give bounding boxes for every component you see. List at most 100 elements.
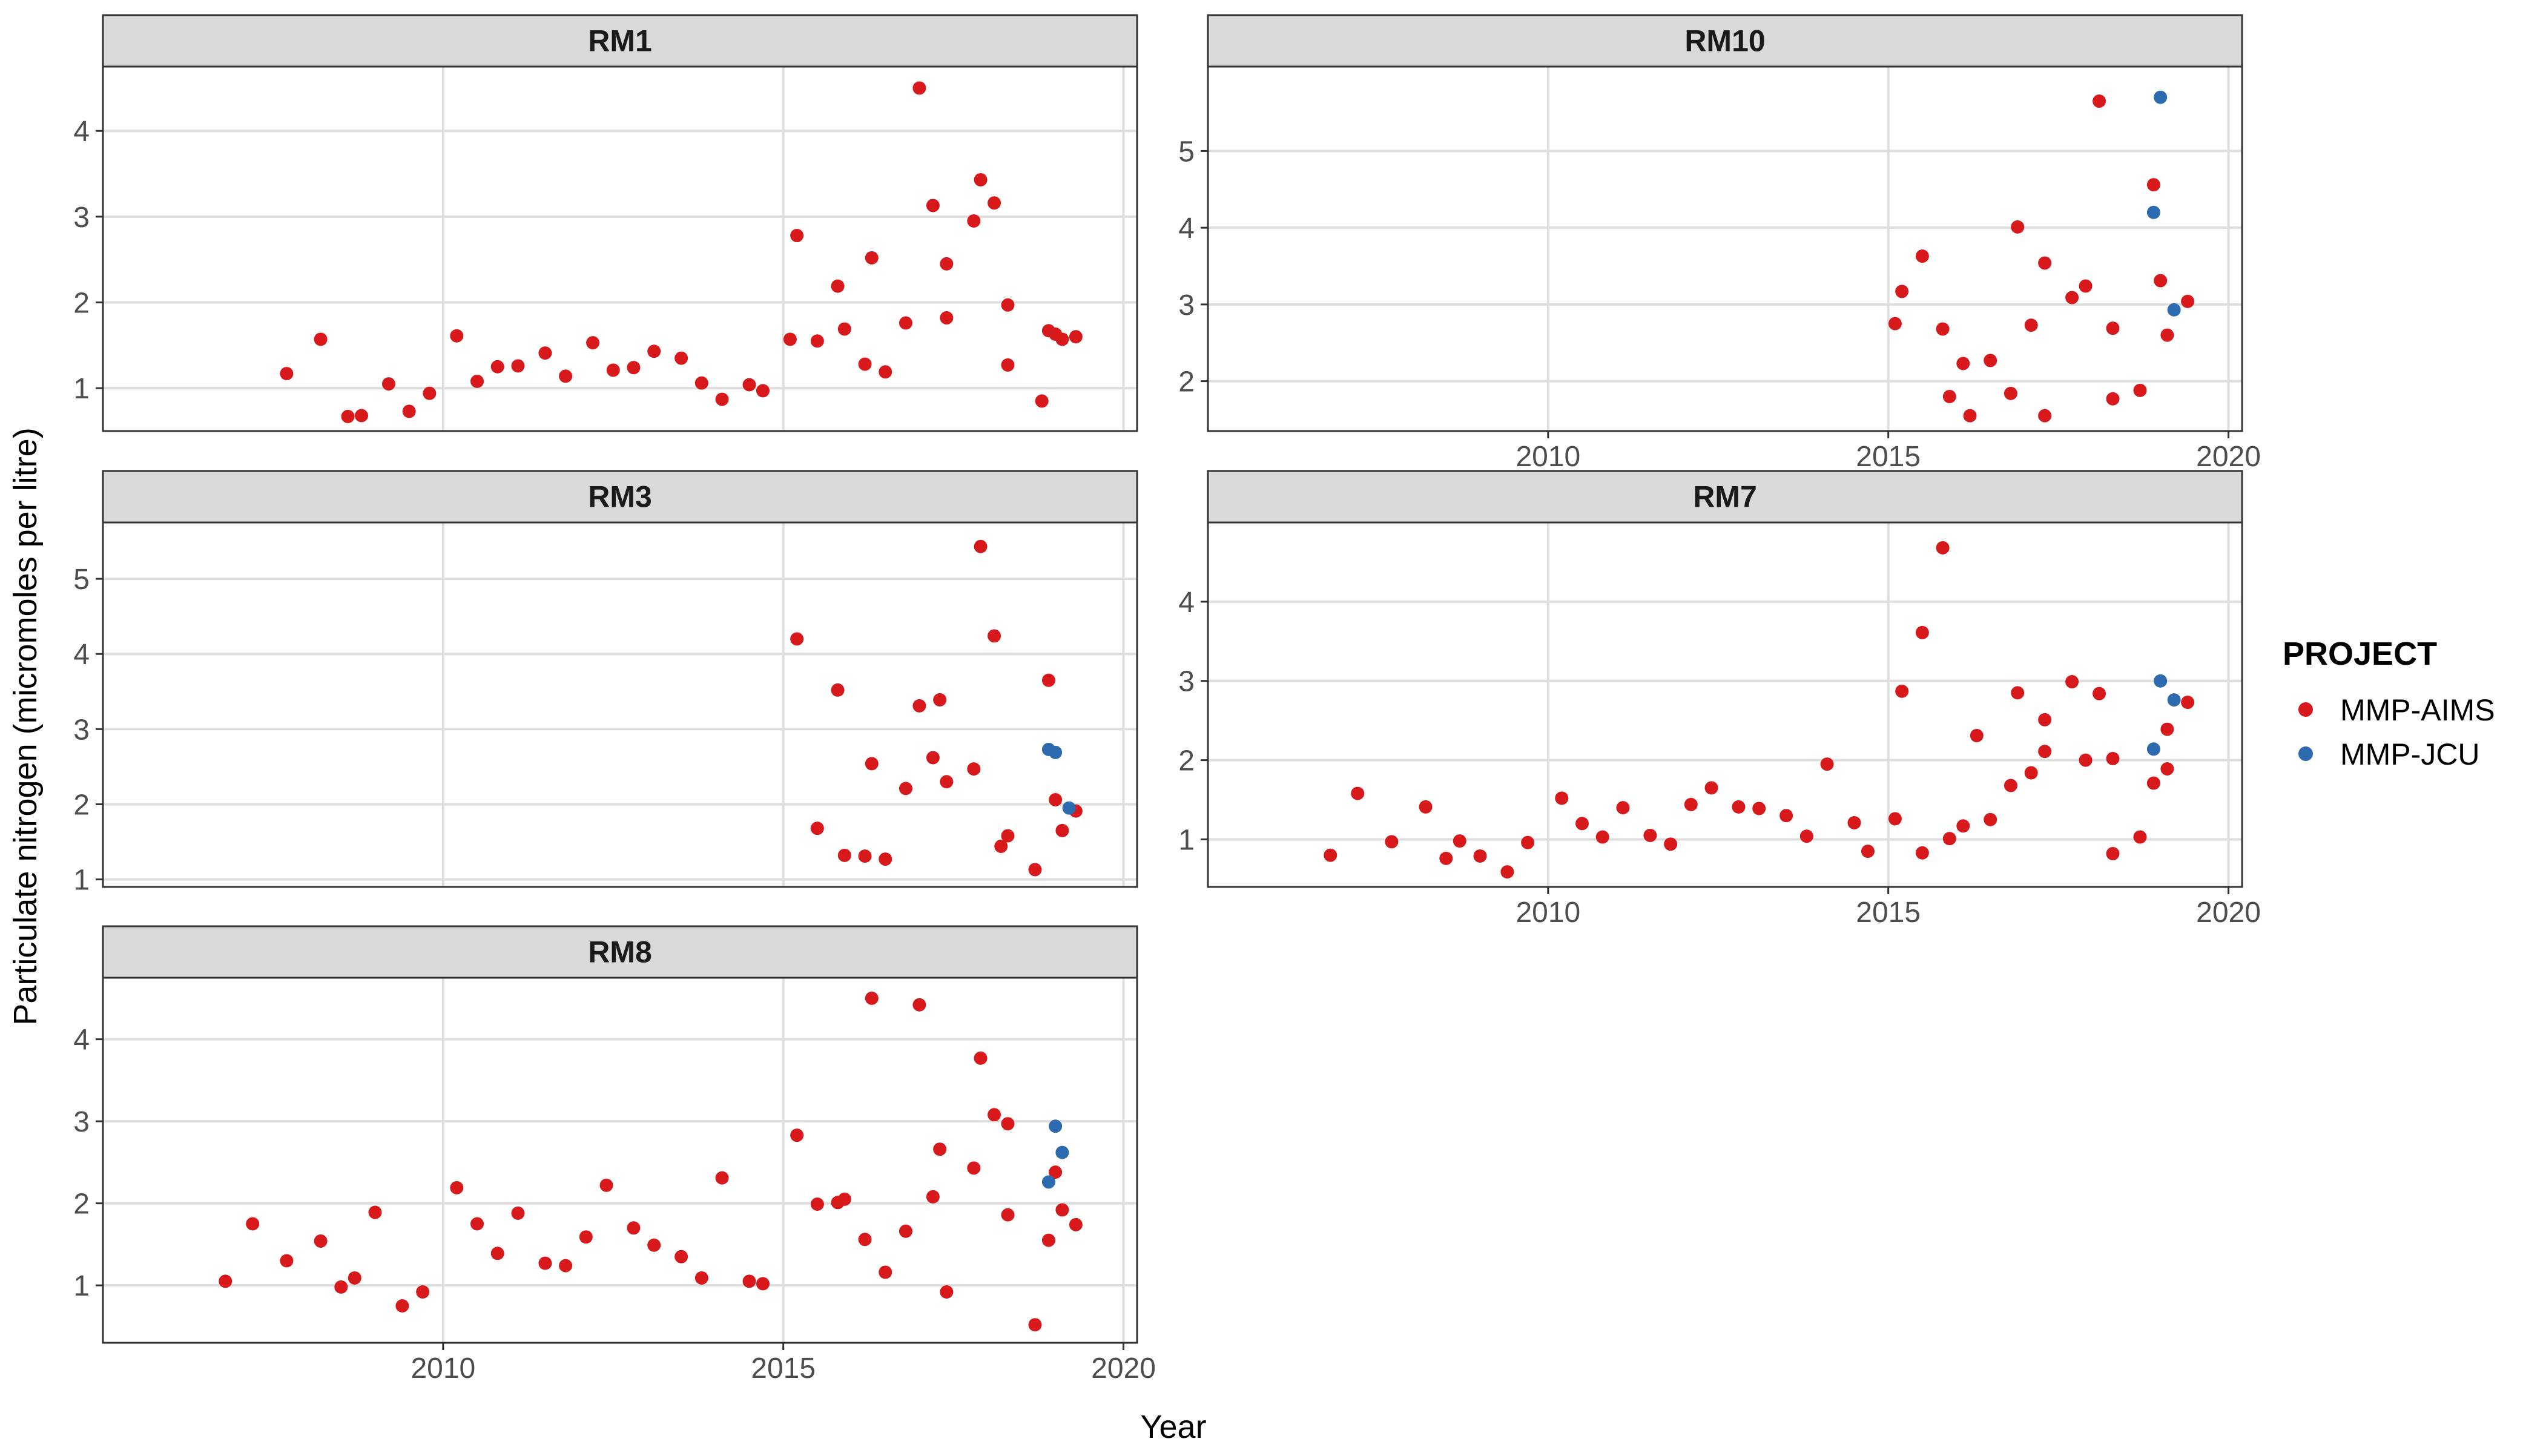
data-point xyxy=(559,369,573,383)
data-point xyxy=(1028,1318,1042,1332)
y-tick-label: 2 xyxy=(1178,745,1195,777)
panel-background-rm8 xyxy=(103,978,1137,1343)
data-point xyxy=(1001,298,1015,312)
panel-rm10: RM10 2 3 4 5 2010 2015 2020 xyxy=(1178,14,2261,473)
data-point xyxy=(538,346,552,360)
data-point xyxy=(715,1171,729,1185)
legend: PROJECT MMP-AIMS MMP-JCU xyxy=(2283,636,2495,771)
data-point xyxy=(2004,386,2017,400)
data-point xyxy=(511,359,525,373)
data-point xyxy=(1942,389,1956,403)
series-mmp-aims xyxy=(219,991,1083,1332)
data-point xyxy=(1055,332,1069,346)
panel-background-rm10 xyxy=(1208,67,2242,431)
data-point xyxy=(1049,793,1063,807)
data-point xyxy=(837,322,851,336)
data-point xyxy=(2065,291,2079,305)
data-point xyxy=(2004,779,2017,792)
data-point xyxy=(926,199,940,212)
y-tick-label: 2 xyxy=(1178,366,1195,398)
y-tick-label: 2 xyxy=(73,288,90,320)
data-point xyxy=(2133,830,2147,844)
data-point xyxy=(627,1221,641,1235)
data-point xyxy=(1324,848,1337,862)
panel-title-rm7: RM7 xyxy=(1693,480,1757,514)
series-mmp-jcu xyxy=(2146,90,2181,317)
x-tick-label: 2020 xyxy=(2196,897,2261,929)
data-point xyxy=(2146,205,2160,219)
data-point xyxy=(450,1181,464,1194)
data-point xyxy=(1963,409,1977,423)
data-point xyxy=(2011,686,2025,700)
data-point xyxy=(2181,696,2195,710)
data-point xyxy=(538,1256,552,1270)
data-point xyxy=(1001,1117,1015,1131)
data-point xyxy=(1779,809,1793,823)
data-point xyxy=(1643,828,1657,842)
data-point xyxy=(1041,1233,1055,1247)
y-tick-label: 3 xyxy=(73,714,90,746)
data-point xyxy=(1001,358,1015,372)
data-point xyxy=(1942,832,1956,846)
data-point xyxy=(599,1178,613,1192)
data-point xyxy=(450,329,464,343)
facet-panels: RM1 1 2 3 4 RM10 2 3 4 5 2010 2015 2020 RM3 1 2 3 4 5 RM7 1 2… xyxy=(73,14,2261,1385)
data-point xyxy=(2146,742,2160,756)
data-point xyxy=(1936,322,1950,336)
data-point xyxy=(899,316,912,330)
data-point xyxy=(2106,751,2120,765)
data-point xyxy=(1752,802,1766,815)
data-point xyxy=(2167,693,2181,707)
data-point xyxy=(2146,178,2160,192)
legend-swatch-mmp-jcu xyxy=(2298,746,2313,761)
data-point xyxy=(940,257,954,271)
series-mmp-aims xyxy=(280,81,1083,423)
panel-strip-rm3 xyxy=(102,470,1138,524)
x-tick-label: 2015 xyxy=(1856,441,1921,473)
data-point xyxy=(1453,834,1466,848)
series-mmp-jcu xyxy=(1041,1119,1069,1189)
data-point xyxy=(402,404,416,418)
y-tick-label: 1 xyxy=(73,865,90,897)
data-point xyxy=(1055,1203,1069,1217)
data-point xyxy=(940,1285,954,1299)
legend-title: PROJECT xyxy=(2283,636,2437,672)
data-point xyxy=(1500,865,1514,879)
data-point xyxy=(348,1271,361,1285)
y-tick-label: 1 xyxy=(73,1270,90,1302)
data-point xyxy=(2093,687,2106,700)
data-point xyxy=(2038,409,2052,423)
panel-background-rm3 xyxy=(103,522,1137,887)
data-point xyxy=(879,365,892,379)
data-point xyxy=(810,334,824,348)
data-point xyxy=(2154,674,2168,688)
data-point xyxy=(647,344,661,358)
data-point xyxy=(926,1190,940,1204)
data-point xyxy=(2160,722,2174,736)
data-point xyxy=(1055,1145,1069,1159)
data-point xyxy=(416,1285,430,1299)
data-point xyxy=(470,374,484,388)
data-point xyxy=(2024,318,2038,332)
data-point xyxy=(933,1142,947,1156)
panel-rm7: RM7 1 2 3 4 2010 2015 2020 xyxy=(1178,470,2261,929)
data-point xyxy=(381,377,395,391)
data-point xyxy=(2154,274,2168,288)
panel-rm1: RM1 1 2 3 4 xyxy=(73,14,1138,432)
data-point xyxy=(1049,745,1063,759)
data-point xyxy=(1055,823,1069,837)
legend-swatch-mmp-aims xyxy=(2298,702,2313,717)
data-point xyxy=(1684,797,1698,811)
data-point xyxy=(974,173,988,186)
x-tick-label: 2015 xyxy=(751,1352,816,1385)
data-point xyxy=(2093,94,2106,108)
data-point xyxy=(2160,762,2174,776)
y-tick-label: 1 xyxy=(1178,824,1195,856)
data-point xyxy=(994,839,1008,853)
data-point xyxy=(1970,729,1984,743)
data-point xyxy=(1936,541,1950,555)
data-point xyxy=(647,1238,661,1252)
data-point xyxy=(1041,673,1055,687)
